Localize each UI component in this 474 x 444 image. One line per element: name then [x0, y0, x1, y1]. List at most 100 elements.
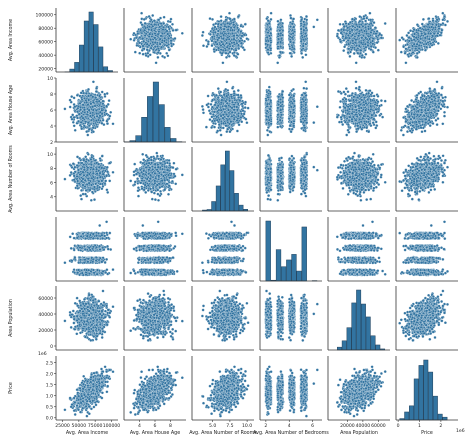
scatter-point: [277, 37, 281, 41]
scatter-point: [227, 25, 231, 29]
scatter-point: [132, 38, 136, 42]
scatter-point: [290, 54, 294, 58]
scatter-point: [291, 45, 294, 49]
scatter-point: [365, 16, 369, 20]
scatter-point: [161, 32, 164, 35]
scatter-point: [268, 36, 272, 40]
scatter-point: [174, 28, 178, 32]
scatter-point: [225, 38, 229, 42]
scatter-point: [210, 35, 214, 39]
scatter-point: [235, 33, 239, 37]
scatter-point: [145, 42, 149, 46]
scatter-point: [364, 23, 368, 26]
scatter-point: [299, 27, 303, 31]
scatter-point: [140, 23, 144, 27]
scatter-point: [350, 46, 354, 50]
scatter-point: [364, 45, 368, 49]
scatter-point: [265, 28, 269, 31]
scatter-point: [278, 54, 282, 57]
scatter-point: [288, 51, 292, 55]
scatter-point: [301, 44, 305, 48]
scatter-point: [358, 19, 362, 23]
scatter-point: [351, 17, 354, 21]
scatter-point: [357, 44, 361, 48]
scatter-point: [301, 55, 305, 59]
scatter-point: [276, 61, 280, 65]
scatter-point: [278, 29, 282, 33]
scatter-point: [223, 48, 227, 52]
scatter-point: [136, 32, 140, 36]
scatter-point: [404, 61, 408, 65]
panel-0-4: [327, 8, 390, 73]
scatter-point: [225, 41, 229, 45]
scatter-point: [232, 17, 236, 21]
scatter-point: [305, 18, 309, 22]
hist-bar: [83, 20, 89, 73]
scatter-point: [359, 48, 363, 52]
scatter-point: [354, 32, 358, 35]
scatter-point: [165, 44, 169, 48]
scatter-point: [232, 37, 236, 41]
scatter-point: [211, 17, 214, 21]
scatter-point: [379, 36, 383, 40]
scatter-point: [276, 41, 280, 45]
scatter-point: [243, 22, 247, 26]
scatter-point: [227, 54, 231, 58]
scatter-point: [348, 54, 352, 58]
scatter-point: [265, 17, 269, 21]
scatter-point: [210, 44, 214, 48]
scatter-point: [153, 36, 157, 40]
scatter-point: [224, 51, 228, 55]
scatter-point: [231, 28, 234, 32]
scatter-point: [407, 31, 411, 35]
scatter-point: [277, 23, 280, 27]
scatter-point: [446, 19, 449, 23]
scatter-point: [339, 40, 343, 44]
scatter-point: [129, 37, 133, 41]
scatter-point: [160, 45, 163, 49]
scatter-point: [269, 47, 273, 51]
scatter-point: [374, 46, 377, 50]
scatter-point: [358, 25, 361, 29]
scatter-point: [219, 15, 223, 19]
scatter-point: [304, 53, 308, 57]
scatter-point: [214, 48, 218, 52]
scatter-point: [400, 36, 404, 40]
scatter-point: [219, 23, 223, 27]
hist-bar: [98, 46, 104, 73]
scatter-point: [226, 21, 230, 25]
scatter-point: [358, 51, 362, 55]
scatter-point: [376, 48, 380, 52]
scatter-point: [292, 41, 295, 45]
scatter-point: [228, 11, 231, 15]
panel-0-1: [123, 8, 186, 73]
scatter-point: [237, 28, 241, 32]
scatter-point: [220, 51, 224, 55]
scatter-point: [364, 25, 367, 29]
scatter-point: [302, 23, 306, 27]
scatter-point: [143, 34, 147, 37]
scatter-point: [269, 27, 273, 31]
pairplot-panels: [55, 8, 458, 421]
scatter-point: [357, 32, 361, 35]
scatter-point: [342, 25, 346, 29]
scatter-point: [351, 33, 354, 37]
scatter-point: [141, 52, 145, 56]
scatter-point: [221, 61, 225, 65]
scatter-point: [269, 11, 273, 15]
scatter-point: [360, 54, 364, 57]
scatter-point: [200, 34, 204, 37]
scatter-point: [173, 37, 177, 40]
scatter-point: [213, 30, 217, 34]
scatter-point: [162, 25, 165, 29]
scatter-point: [208, 17, 212, 21]
scatter-point: [347, 47, 351, 51]
scatter-point: [239, 24, 243, 28]
scatter-point: [267, 21, 271, 25]
scatter-point: [171, 28, 175, 32]
scatter-point: [170, 44, 174, 48]
scatter-point: [168, 20, 172, 24]
scatter-point: [220, 40, 224, 44]
scatter-point: [140, 11, 144, 15]
scatter-point: [443, 23, 447, 27]
